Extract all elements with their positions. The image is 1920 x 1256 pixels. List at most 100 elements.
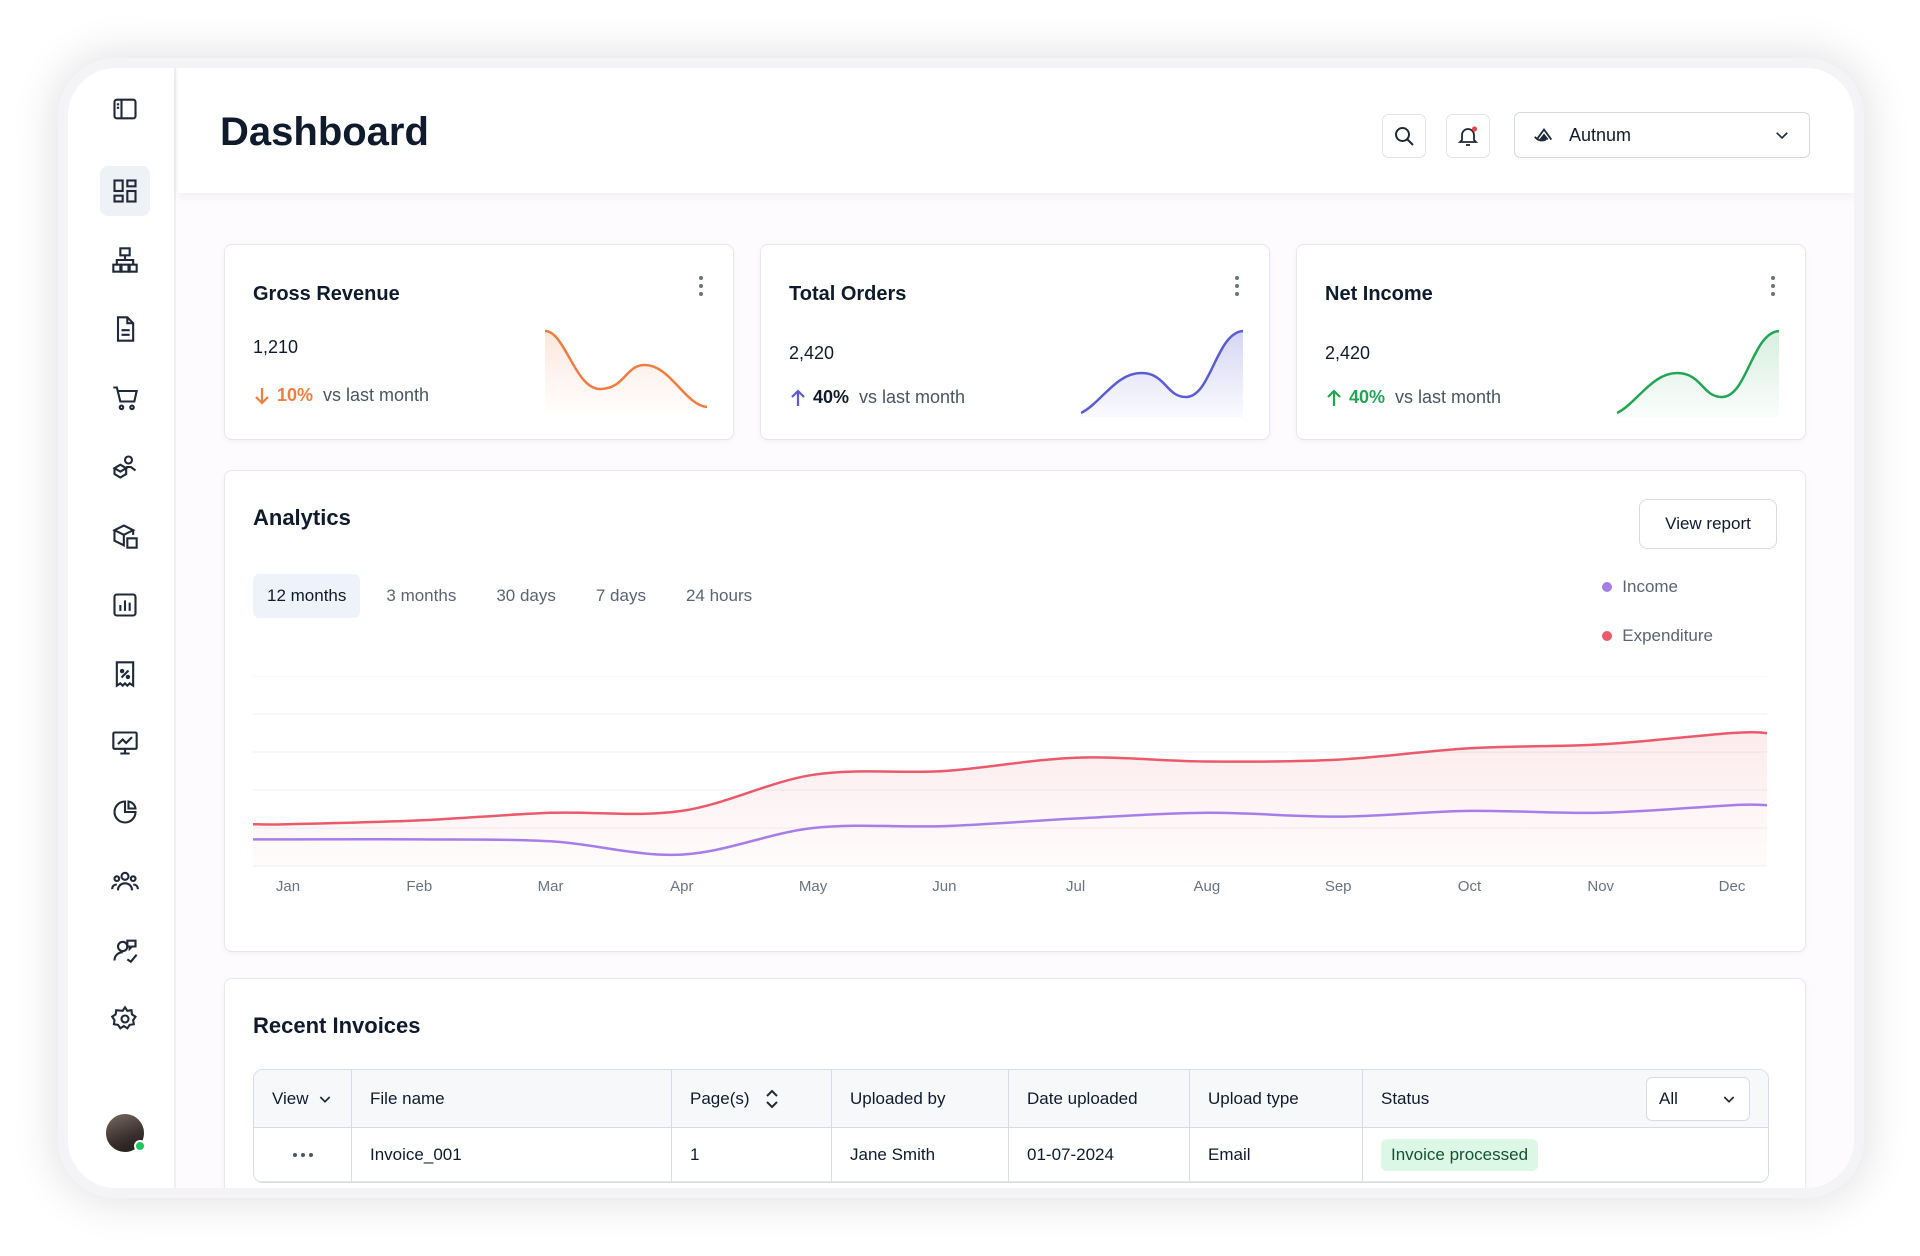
sidebar-item-taxes[interactable] (100, 649, 150, 699)
file-name-column-header: File name (352, 1070, 672, 1127)
kpi-delta-percent: 40% (1349, 387, 1386, 407)
legend-item-income: Income (1602, 575, 1713, 599)
view-column-header[interactable]: View (254, 1070, 352, 1127)
sidebar-item-hierarchy[interactable] (100, 235, 150, 285)
notifications-button[interactable] (1446, 114, 1490, 158)
sidebar-item-inventory[interactable] (100, 511, 150, 561)
sidebar-item-analytics[interactable] (100, 787, 150, 837)
tax-receipt-icon (115, 661, 135, 688)
expenditure-area-fill (253, 732, 1767, 866)
search-icon (1395, 127, 1414, 146)
more-options-icon[interactable] (695, 273, 707, 299)
status-cell: Invoice processed (1363, 1128, 1768, 1181)
recent-invoices-title: Recent Invoices (253, 1013, 421, 1038)
upload-type-cell: Email (1190, 1128, 1363, 1181)
organization-select-value: Autnum (1569, 124, 1632, 145)
x-axis-tick-label: Oct (1458, 878, 1482, 895)
table-header-row: View File name Page(s) Uploaded by Date … (254, 1070, 1768, 1128)
total-orders-sparkline (1081, 329, 1243, 417)
tab-24-hours[interactable]: 24 hours (685, 586, 753, 605)
kpi-delta-comparison: vs last month (1395, 387, 1502, 407)
status-column-header: Status All (1363, 1070, 1768, 1127)
search-button[interactable] (1382, 114, 1426, 158)
sidebar-item-presentations[interactable] (100, 718, 150, 768)
kpi-delta: 40% vs last month (1325, 387, 1501, 408)
kpi-delta-comparison: vs last month (323, 385, 430, 405)
row-actions-button[interactable] (254, 1128, 352, 1181)
tab-12-months[interactable]: 12 months (253, 574, 361, 618)
more-options-icon[interactable] (1231, 273, 1243, 299)
sort-icon (765, 1089, 778, 1108)
kpi-title: Gross Revenue (253, 283, 400, 305)
x-axis-tick-label: Jul (1066, 878, 1085, 895)
net-income-sparkline (1617, 329, 1779, 417)
page-title: Dashboard (220, 110, 429, 154)
sidebar-toggle-icon[interactable] (100, 84, 150, 134)
sidebar-item-customers[interactable] (100, 925, 150, 975)
uploaded-by-column-header: Uploaded by (832, 1070, 1009, 1127)
expenditure-series-line (253, 730, 1767, 826)
sidebar-item-dashboard[interactable] (100, 166, 150, 216)
top-header: Dashboard Autnum (178, 68, 1854, 193)
column-label: View (272, 1088, 309, 1108)
presentation-icon (112, 731, 138, 755)
sidebar-item-settings[interactable] (100, 994, 150, 1044)
x-axis-tick-label: Jun (932, 878, 956, 895)
sidebar-item-suppliers[interactable] (100, 442, 150, 492)
analytics-title: Analytics (253, 505, 351, 530)
recent-invoices-card: Recent Invoices View File name Page(s) U… (224, 978, 1806, 1188)
chevron-down-icon (319, 1095, 330, 1103)
more-horizontal-icon (292, 1152, 313, 1157)
sidebar-item-orders[interactable] (100, 373, 150, 423)
tab-30-days[interactable]: 30 days (496, 586, 556, 605)
analytics-line-chart: Jan Feb Mar Apr May Jun Jul Aug Sep Oct Nov Dec (253, 676, 1767, 895)
arrow-up-icon (1327, 388, 1341, 406)
pages-column-header[interactable]: Page(s) (672, 1070, 832, 1127)
x-axis-tick-label: May (799, 878, 828, 895)
kpi-delta: 40% vs last month (789, 387, 965, 408)
arrow-down-icon (255, 387, 269, 405)
pie-chart-icon (113, 800, 137, 824)
sidebar-item-reports[interactable] (100, 580, 150, 630)
more-options-icon[interactable] (1767, 273, 1779, 299)
app-window: Dashboard Autnum Gross Revenue 1,210 10%… (68, 68, 1854, 1188)
organization-select[interactable]: Autnum (1514, 112, 1810, 158)
time-range-tabs: 12 months 3 months 30 days 7 days 24 hou… (253, 574, 778, 618)
avatar[interactable] (104, 1112, 146, 1154)
date-uploaded-column-header: Date uploaded (1009, 1070, 1190, 1127)
kpi-value: 2,420 (1325, 343, 1371, 363)
upload-type-column-header: Upload type (1190, 1070, 1363, 1127)
cart-icon (113, 386, 138, 411)
tab-3-months[interactable]: 3 months (386, 586, 457, 605)
x-axis-tick-label: Aug (1194, 878, 1221, 895)
arrow-up-icon (791, 388, 805, 406)
status-filter-select[interactable]: All (1646, 1076, 1750, 1121)
sidebar-item-documents[interactable] (100, 304, 150, 354)
view-report-button[interactable]: View report (1639, 499, 1777, 549)
gross-revenue-sparkline (545, 329, 707, 417)
tab-7-days[interactable]: 7 days (595, 586, 646, 605)
x-axis-tick-label: Dec (1719, 878, 1746, 895)
column-label: Status (1381, 1088, 1430, 1108)
kpi-value: 1,210 (253, 337, 299, 357)
date-uploaded-cell: 01-07-2024 (1009, 1128, 1190, 1181)
table-row[interactable]: Invoice_001 1 Jane Smith 01-07-2024 Emai… (254, 1128, 1768, 1182)
document-icon (116, 316, 135, 342)
file-name-cell[interactable]: Invoice_001 (352, 1128, 672, 1181)
bell-icon (1457, 126, 1479, 146)
analytics-card: Analytics View report 12 months 3 months… (224, 470, 1806, 952)
legend-item-expenditure: Expenditure (1602, 624, 1713, 648)
legend-label: Expenditure (1622, 626, 1713, 645)
column-label: Page(s) (690, 1088, 750, 1108)
kpi-value: 2,420 (789, 343, 835, 363)
sidebar-item-team[interactable] (100, 856, 150, 906)
team-icon (111, 871, 139, 891)
x-axis-tick-label: Jan (276, 878, 300, 895)
legend-label: Income (1622, 577, 1679, 596)
online-status-dot (134, 1140, 146, 1152)
kpi-delta: 10% vs last month (253, 385, 429, 406)
invoices-table: View File name Page(s) Uploaded by Date … (253, 1069, 1769, 1183)
kpi-delta-percent: 40% (813, 387, 850, 407)
kpi-card-total-orders: Total Orders 2,420 40% vs last month (760, 244, 1270, 440)
kpi-delta-comparison: vs last month (859, 387, 966, 407)
